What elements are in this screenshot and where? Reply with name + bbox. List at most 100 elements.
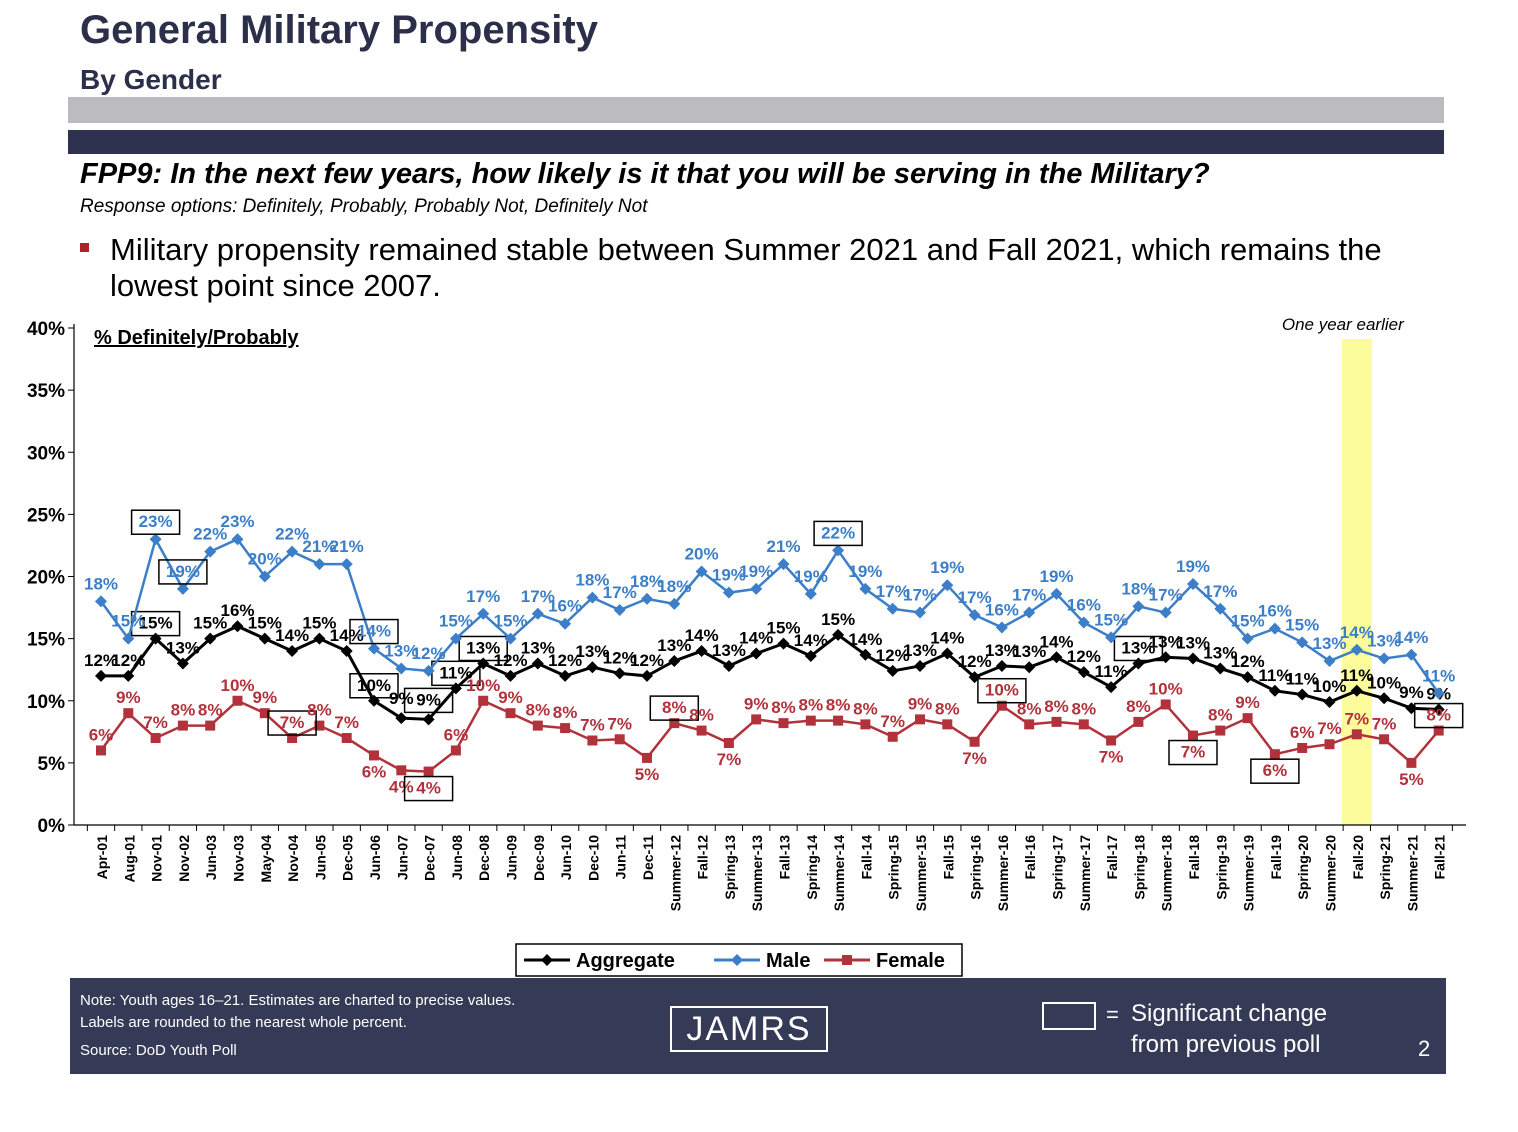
- x-tick-label: Summer-14: [831, 835, 847, 911]
- x-tick-label: Jun-10: [558, 835, 574, 880]
- x-tick-label: Fall-13: [777, 835, 793, 880]
- data-label-female: 9%: [116, 688, 141, 707]
- data-point-female: [1433, 725, 1444, 736]
- data-point-female: [860, 719, 871, 730]
- data-label-aggregate: 12%: [111, 651, 145, 670]
- data-label-aggregate: 15%: [139, 614, 173, 633]
- data-label-female: 8%: [826, 696, 851, 715]
- data-label-female: 8%: [1072, 699, 1097, 718]
- data-label-aggregate: 14%: [330, 626, 364, 645]
- data-label-female: 10%: [1149, 679, 1183, 698]
- legend-label-aggregate: Aggregate: [576, 950, 675, 972]
- x-tick-label: Fall-20: [1350, 835, 1366, 880]
- data-label-male: 15%: [1285, 615, 1319, 634]
- y-tick-label: 30%: [27, 443, 65, 464]
- data-label-male: 17%: [903, 586, 937, 605]
- x-tick-label: Dec-08: [476, 835, 492, 881]
- footer-source: Source: DoD Youth Poll: [80, 1042, 237, 1059]
- data-label-female: 8%: [307, 701, 332, 720]
- data-point-male: [176, 582, 189, 595]
- significance-box: [158, 559, 208, 585]
- data-label-female: 9%: [908, 694, 933, 713]
- page-title: General Military Propensity: [80, 8, 598, 52]
- data-label-female: 6%: [444, 725, 469, 744]
- data-point-female: [614, 734, 625, 745]
- data-label-aggregate: 9%: [416, 690, 441, 709]
- data-label-aggregate: 13%: [1176, 634, 1210, 653]
- data-point-aggregate: [1268, 684, 1281, 697]
- data-point-aggregate: [1077, 666, 1090, 679]
- data-point-male: [641, 592, 653, 605]
- x-tick-label: Fall-15: [940, 835, 956, 880]
- data-label-male: 22%: [275, 525, 309, 544]
- data-point-female: [642, 752, 652, 763]
- data-label-female: 10%: [466, 676, 500, 695]
- x-tick-label: Jun-09: [504, 835, 520, 880]
- significance-box: [267, 710, 317, 736]
- data-point-male: [586, 591, 599, 604]
- data-label-male: 11%: [1422, 666, 1455, 685]
- data-label-aggregate: 15%: [766, 619, 800, 638]
- data-label-female: 7%: [334, 713, 359, 732]
- data-label-male: 15%: [439, 612, 473, 631]
- data-label-aggregate: 15%: [193, 614, 227, 633]
- significance-box: [649, 695, 700, 721]
- data-point-male: [1296, 636, 1309, 649]
- data-point-female: [1106, 735, 1117, 746]
- data-point-male: [1187, 577, 1199, 590]
- data-label-aggregate: 13%: [575, 642, 609, 661]
- data-point-female: [314, 720, 325, 731]
- data-label-aggregate: 14%: [794, 631, 828, 650]
- data-point-female: [1351, 729, 1362, 740]
- data-label-female: 9%: [744, 694, 769, 713]
- data-label-male: 16%: [985, 600, 1019, 619]
- data-point-aggregate: [286, 645, 299, 658]
- data-label-aggregate: 12%: [630, 651, 664, 670]
- data-point-male: [804, 587, 817, 600]
- y-tick-label: 25%: [27, 505, 65, 526]
- data-label-male: 21%: [330, 537, 364, 556]
- data-label-male: 19%: [166, 562, 200, 581]
- data-label-aggregate: 14%: [739, 629, 773, 648]
- data-label-aggregate: 15%: [248, 614, 282, 633]
- data-label-female: 10%: [220, 676, 254, 695]
- data-point-male: [914, 606, 926, 619]
- data-label-female: 7%: [880, 712, 905, 731]
- data-point-male: [1241, 632, 1254, 645]
- data-label-aggregate: 10%: [1367, 673, 1401, 692]
- data-label-male: 21%: [766, 537, 800, 556]
- data-label-female: 8%: [799, 696, 824, 715]
- data-point-aggregate: [176, 657, 189, 670]
- data-label-male: 19%: [794, 567, 828, 586]
- y-tick-label: 20%: [27, 568, 65, 589]
- x-tick-label: Summer-12: [667, 835, 683, 911]
- data-point-male: [722, 586, 735, 599]
- significance-box-icon: [1042, 1002, 1096, 1030]
- data-label-male: 18%: [575, 571, 609, 590]
- data-point-male: [1077, 616, 1090, 629]
- data-point-aggregate: [1105, 681, 1118, 694]
- data-point-female: [587, 735, 598, 746]
- data-point-male: [286, 545, 299, 558]
- x-tick-label: Dec-11: [640, 835, 656, 880]
- data-label-male: 17%: [603, 583, 637, 602]
- x-tick-label: Spring-20: [1295, 835, 1311, 900]
- data-label-aggregate: 12%: [493, 651, 527, 670]
- data-label-male: 15%: [1094, 610, 1128, 629]
- data-label-female: 8%: [198, 701, 223, 720]
- data-label-aggregate: 11%: [1286, 670, 1319, 689]
- data-point-male: [258, 570, 271, 583]
- series-male: 18%15%23%19%22%23%20%22%21%21%14%13%12%1…: [84, 509, 1455, 700]
- data-label-female: 9%: [1235, 693, 1260, 712]
- series-aggregate: 12%12%15%13%15%16%15%14%15%14%10%9% 9%11%…: [84, 601, 1451, 726]
- data-label-male: 15%: [493, 612, 527, 631]
- data-point-male: [695, 565, 708, 578]
- data-point-male: [122, 632, 135, 645]
- data-label-aggregate: 13%: [166, 638, 200, 657]
- data-point-aggregate: [531, 657, 544, 670]
- data-point-male: [1323, 654, 1336, 667]
- data-label-male: 18%: [1121, 579, 1155, 598]
- data-label-male: 19%: [848, 562, 882, 581]
- data-point-female: [805, 715, 816, 726]
- data-label-female: 8%: [771, 698, 796, 717]
